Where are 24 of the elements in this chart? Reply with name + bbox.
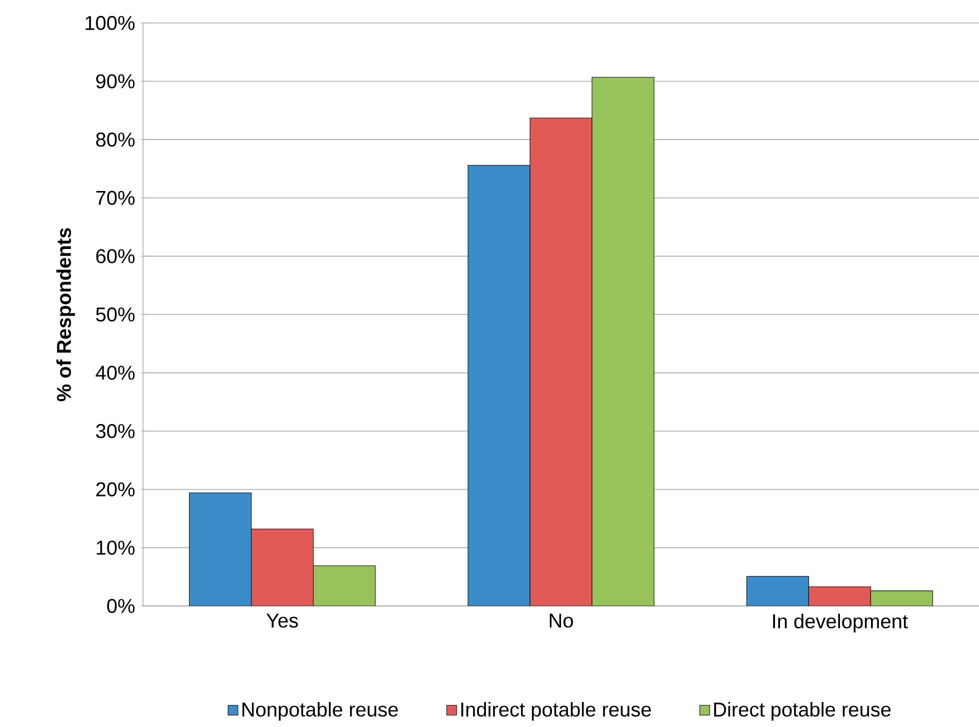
bar	[870, 590, 933, 606]
legend-label: Indirect potable reuse	[461, 702, 651, 721]
y-tick-label: 30%	[96, 424, 135, 438]
y-tick-label: 0%	[107, 598, 135, 614]
y-tick-label: 80%	[96, 132, 135, 147]
y-tick-label: 100%	[86, 16, 135, 30]
bar	[808, 586, 871, 606]
legend-label: Direct potable reuse	[714, 702, 891, 721]
bar	[313, 565, 376, 606]
y-tick-label: 60%	[96, 249, 135, 264]
y-tick-label: 40%	[96, 366, 135, 380]
bar	[251, 528, 314, 606]
y-tick-label: 20%	[96, 482, 135, 496]
y-axis-title: % of Respondents	[56, 228, 75, 402]
x-tick-label: No	[550, 614, 573, 628]
x-tick-label: In development	[773, 614, 908, 632]
y-tick-label: 50%	[96, 307, 135, 322]
x-tick-label: Yes	[266, 614, 298, 628]
y-tick-label: 10%	[96, 540, 135, 555]
bar	[592, 76, 654, 606]
y-tick-label: 70%	[96, 190, 135, 205]
legend-label: Nonpotable reuse	[242, 702, 398, 721]
y-tick-label: 90%	[96, 74, 135, 88]
bar	[530, 118, 592, 606]
